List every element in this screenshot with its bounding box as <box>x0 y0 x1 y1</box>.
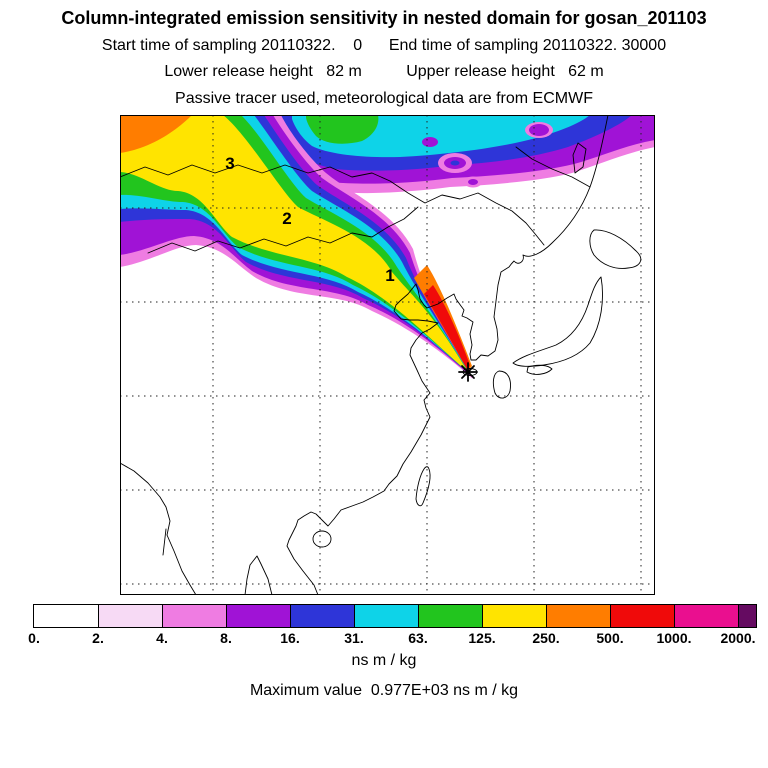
plume-main-yellow <box>120 115 468 372</box>
release-location-marker <box>458 362 478 382</box>
colorbar-segment <box>546 605 610 627</box>
colorbar-tick-label: 1000. <box>656 630 692 646</box>
colorbar-tick-label: 2. <box>92 630 104 646</box>
trajectory-label-3: 3 <box>225 154 234 173</box>
colorbar-segment <box>162 605 226 627</box>
plume-blob <box>529 124 549 136</box>
colorbar-tick-label: 250. <box>532 630 560 646</box>
plume-blob <box>580 150 592 158</box>
colorbar-segment <box>354 605 418 627</box>
coast-taiwan <box>415 466 431 507</box>
colorbar-segment <box>674 605 738 627</box>
colorbar-segment <box>482 605 546 627</box>
colorbar-tick-label: 0. <box>28 630 40 646</box>
map-frame <box>120 115 655 595</box>
coast-kyushu <box>492 370 511 399</box>
maximum-value-label: Maximum value 0.977E+03 ns m / kg <box>249 682 519 699</box>
river-amur <box>515 146 591 188</box>
emission-sensitivity-map: 1 2 3 <box>119 114 655 596</box>
plume-blob <box>468 179 478 185</box>
colorbar-tick-label: 500. <box>596 630 624 646</box>
plume-blob <box>450 160 460 166</box>
plume-layers <box>120 115 655 379</box>
coast-andaman <box>162 528 167 556</box>
colorbar-segment-over-range <box>738 605 756 627</box>
colorbar-segment <box>226 605 290 627</box>
plume-corner-orange <box>120 115 192 153</box>
trajectory-label-1: 1 <box>385 266 394 285</box>
colorbar-segment <box>610 605 674 627</box>
colorbar-tick-label: 8. <box>220 630 232 646</box>
colorbar-tick-label: 4. <box>156 630 168 646</box>
colorbar-tick-label: 63. <box>408 630 428 646</box>
colorbar-tick-label: 31. <box>344 630 364 646</box>
trajectory-label-2: 2 <box>282 209 291 228</box>
colorbar-segment <box>98 605 162 627</box>
coast-shikoku <box>526 364 553 375</box>
gridlines <box>120 115 655 595</box>
coast-mainland-korea-china-vietnam <box>286 114 609 596</box>
border-mongolia-south <box>147 206 419 254</box>
trajectory-day-labels: 1 2 3 <box>225 154 394 285</box>
plume-band-green <box>306 115 379 144</box>
release-height-line: Lower release height 82 m Upper release … <box>164 63 604 80</box>
sampling-time-line: Start time of sampling 20110322. 0 End t… <box>101 37 667 54</box>
coast-gulf-of-thailand <box>244 555 273 596</box>
coast-hainan <box>312 530 332 548</box>
colorbar-tick-labels: 0. 2. 4. 8. 16. 31. 63. 125. 250. 500. 1000. 2000. <box>28 630 756 648</box>
coast-bay-of-bengal <box>119 462 197 596</box>
colorbar-segment <box>34 605 98 627</box>
plume-blob <box>422 137 438 147</box>
colorbar-units-label: ns m / kg <box>351 652 417 669</box>
coast-honshu <box>512 276 603 367</box>
colorbar-tick-label: 125. <box>468 630 496 646</box>
page-title: Column-integrated emission sensitivity i… <box>61 8 707 28</box>
colorbar-tick-label: 16. <box>280 630 300 646</box>
colorbar-segment <box>290 605 354 627</box>
border-north <box>119 164 545 246</box>
tracer-meteo-line: Passive tracer used, meteorological data… <box>175 90 593 107</box>
colorbar-tick-label: 2000. <box>720 630 756 646</box>
island-northeast <box>572 142 587 174</box>
coastlines <box>119 114 642 596</box>
colorbar-segment <box>418 605 482 627</box>
coast-hokkaido <box>589 229 642 269</box>
plume-core-red <box>424 285 470 371</box>
colorbar <box>33 604 757 628</box>
map-panel: 1 2 3 <box>119 114 655 596</box>
